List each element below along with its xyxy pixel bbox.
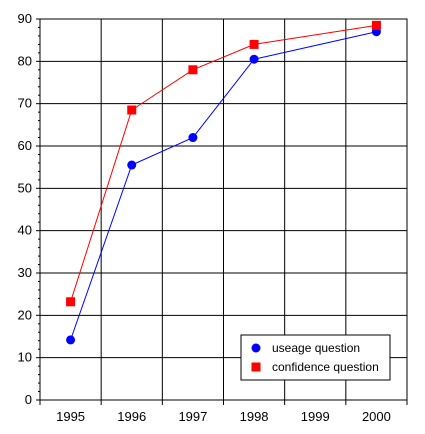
data-point xyxy=(249,39,259,49)
data-point xyxy=(371,20,381,30)
data-point xyxy=(127,160,137,170)
y-tick-label: 40 xyxy=(18,223,32,238)
y-tick-label: 60 xyxy=(18,138,32,153)
x-tick-label: 1998 xyxy=(240,409,269,424)
data-point xyxy=(188,65,198,75)
data-point xyxy=(66,297,76,307)
legend-label: confidence question xyxy=(272,360,379,374)
legend-marker xyxy=(251,343,261,353)
y-tick-label: 30 xyxy=(18,265,32,280)
x-tick-label: 1995 xyxy=(56,409,85,424)
y-tick-label: 90 xyxy=(18,11,32,26)
legend-marker xyxy=(251,362,261,372)
legend: useage question confidence question xyxy=(240,334,391,381)
y-tick-label: 20 xyxy=(18,307,32,322)
data-point xyxy=(249,54,259,64)
x-axis: 1995 1996 1997 1998 1999 2000 xyxy=(39,400,408,424)
data-point xyxy=(127,105,137,115)
y-axis: 0 10 20 30 40 50 60 70 80 90 xyxy=(18,11,40,407)
x-tick-label: 1997 xyxy=(178,409,207,424)
grid xyxy=(39,18,408,401)
x-tick-label: 2000 xyxy=(362,409,391,424)
x-tick-label: 1999 xyxy=(301,409,330,424)
data-point xyxy=(66,335,76,345)
series-layer xyxy=(66,20,381,345)
legend-box xyxy=(240,334,391,381)
data-point xyxy=(188,133,198,143)
legend-label: useage question xyxy=(272,341,360,355)
x-tick-label: 1996 xyxy=(117,409,146,424)
y-tick-label: 10 xyxy=(18,350,32,365)
y-tick-label: 0 xyxy=(25,392,32,407)
y-tick-label: 50 xyxy=(18,180,32,195)
y-tick-label: 80 xyxy=(18,53,32,68)
y-tick-label: 70 xyxy=(18,96,32,111)
